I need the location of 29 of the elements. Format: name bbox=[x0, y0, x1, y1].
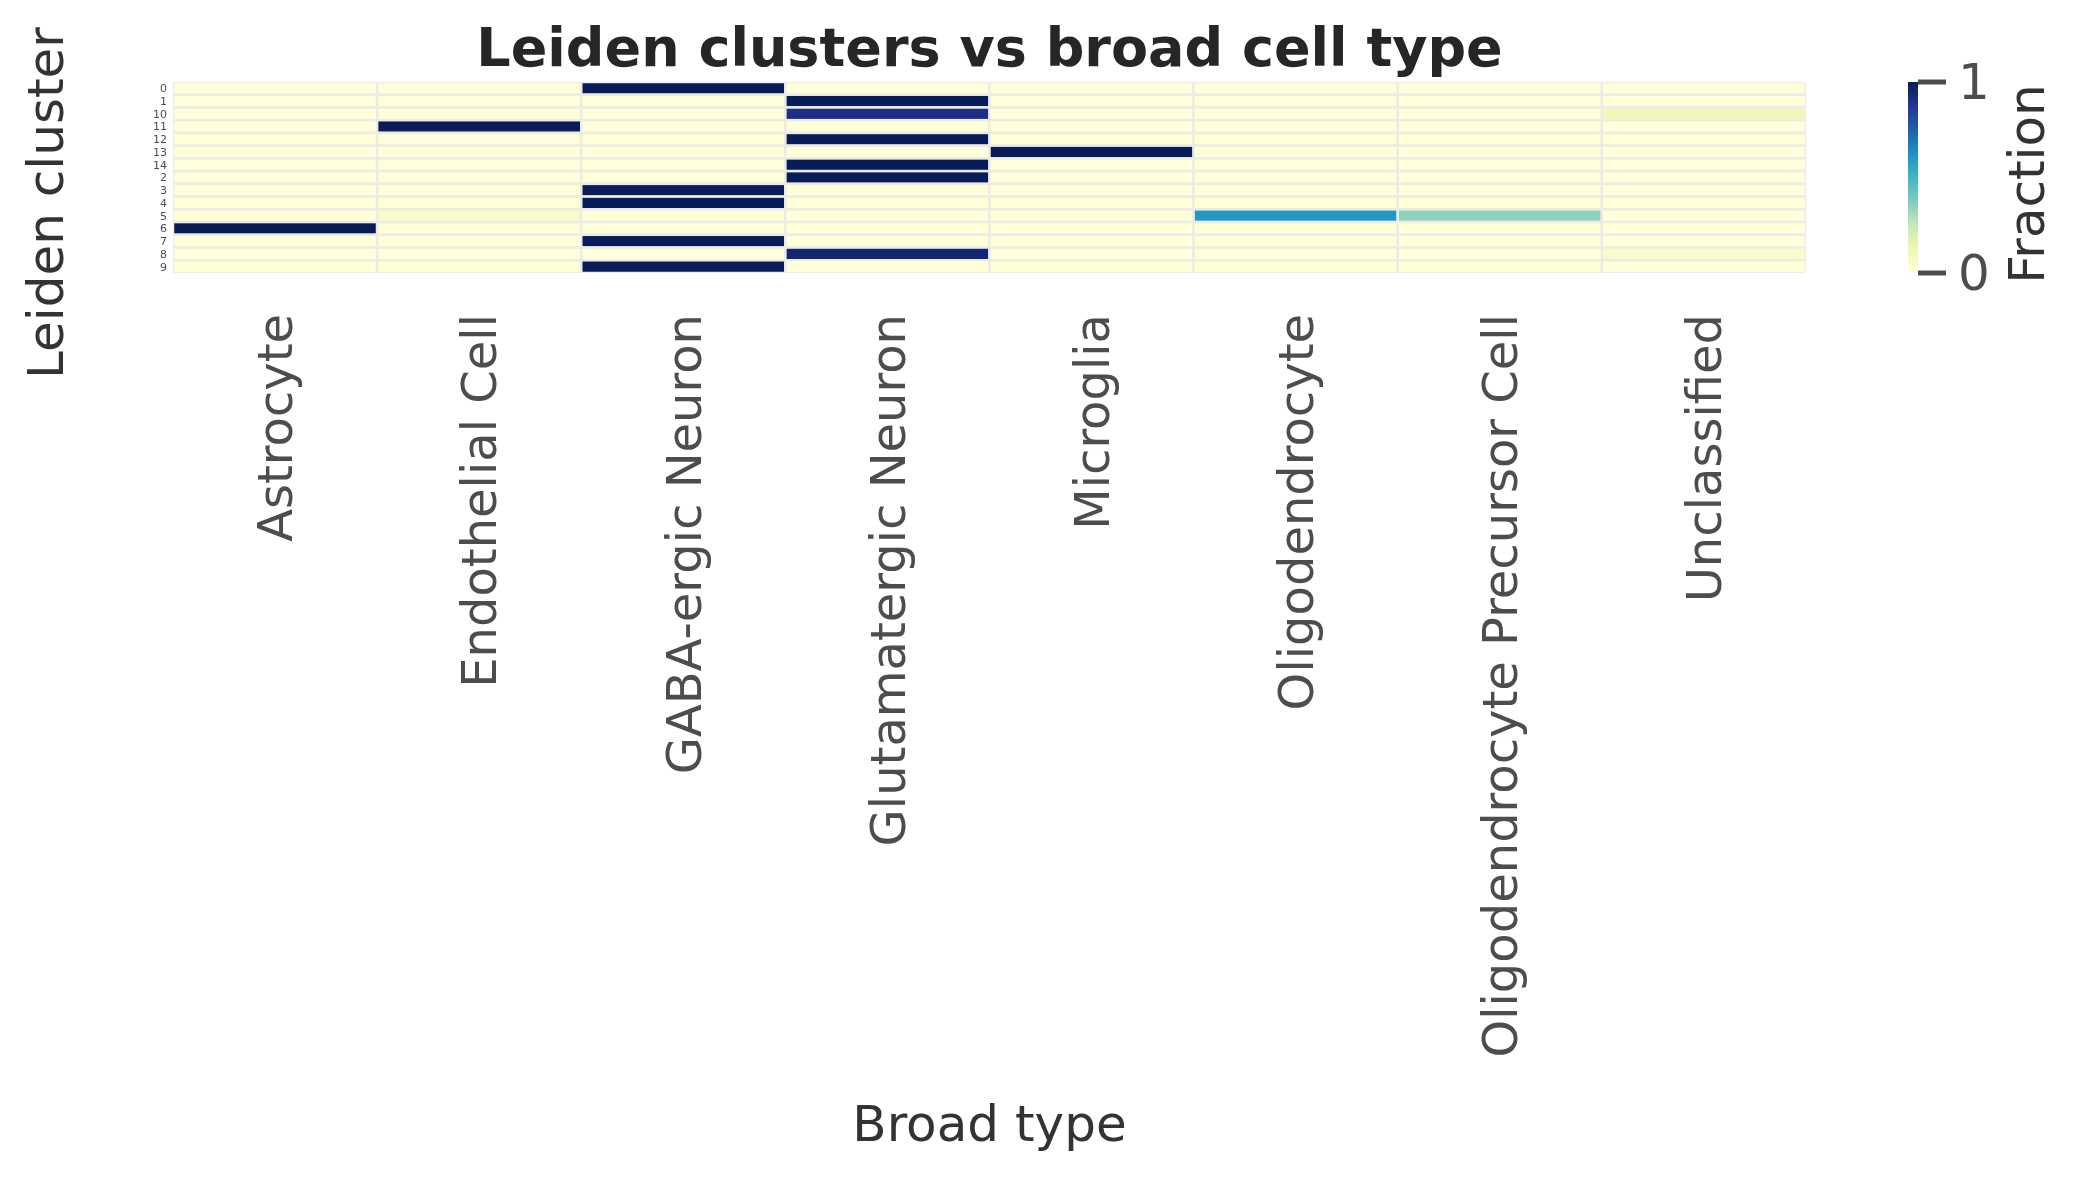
y-tick-label: 0 bbox=[160, 82, 167, 96]
y-axis-title: Leiden cluster bbox=[17, 26, 75, 379]
color-bar-label: 1 bbox=[1958, 53, 1990, 111]
y-tick-label: 11 bbox=[153, 120, 167, 134]
y-tick-label: 2 bbox=[160, 171, 167, 185]
x-axis-title: Broad type bbox=[852, 1095, 1127, 1153]
x-tick-label: Glutamatergic Neuron bbox=[859, 314, 916, 847]
chart-title: Leiden clusters vs broad cell type bbox=[476, 16, 1503, 79]
x-tick-label: Oligodendrocyte Precursor Cell bbox=[1472, 314, 1529, 1058]
x-tick-label: Endothelial Cell bbox=[451, 314, 508, 688]
y-tick-label: 4 bbox=[160, 196, 167, 210]
y-tick-label: 9 bbox=[160, 260, 167, 274]
color-bar-label: 0 bbox=[1958, 244, 1990, 302]
y-tick-label: 10 bbox=[153, 107, 167, 121]
y-tick-label: 5 bbox=[160, 209, 167, 223]
y-tick-label: 1 bbox=[160, 95, 167, 108]
y-tick-label: 8 bbox=[160, 247, 167, 261]
y-tick-label: 12 bbox=[153, 133, 167, 147]
y-tick-label: 6 bbox=[160, 222, 167, 236]
x-tick-label: GABA-ergic Neuron bbox=[655, 314, 712, 775]
x-tick-label: Unclassified bbox=[1676, 314, 1733, 603]
x-tick-label: Oligodendrocyte bbox=[1267, 314, 1324, 711]
y-tick-label: 13 bbox=[153, 145, 167, 159]
x-tick-label: Microglia bbox=[1063, 314, 1120, 530]
x-tick-label: Astrocyte bbox=[247, 314, 304, 542]
color-bar-title: Fraction bbox=[1998, 84, 2056, 284]
y-tick-label: 3 bbox=[160, 184, 167, 198]
y-tick-label: 14 bbox=[153, 158, 167, 172]
y-tick-label: 7 bbox=[160, 235, 167, 249]
